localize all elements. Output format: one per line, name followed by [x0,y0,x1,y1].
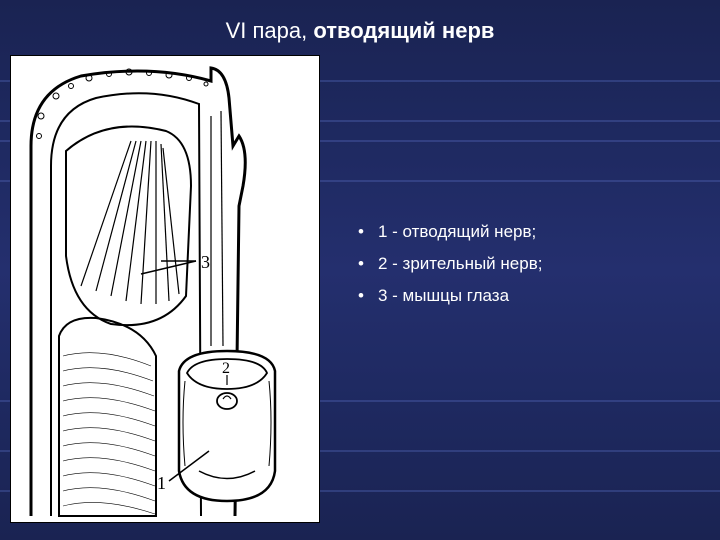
title-main: отводящий нерв [313,18,494,43]
title-prefix: VI пара, [226,18,314,43]
legend-item: 1 - отводящий нерв; [350,220,542,244]
figure-label-3: 3 [201,252,210,272]
anatomical-figure: 3 2 1 [10,55,320,523]
figure-label-2: 2 [222,360,230,377]
legend-item: 3 - мышцы глаза [350,284,542,308]
legend: 1 - отводящий нерв; 2 - зрительный нерв;… [350,220,542,315]
slide-title: VI пара, отводящий нерв [0,18,720,44]
legend-item: 2 - зрительный нерв; [350,252,542,276]
figure-label-1: 1 [157,473,166,493]
